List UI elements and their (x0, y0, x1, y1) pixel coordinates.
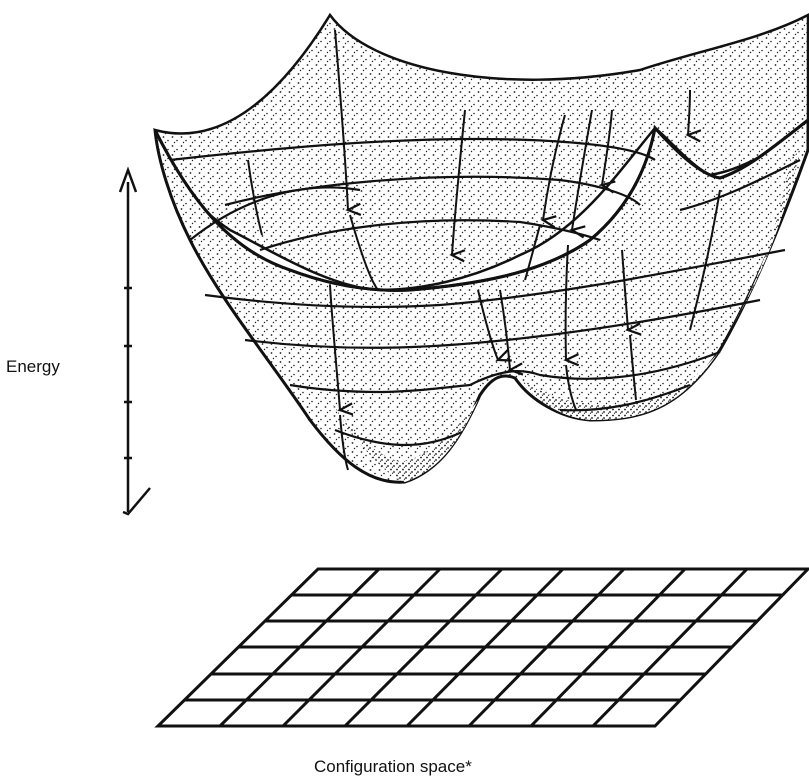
grid-column-lines (220, 569, 747, 726)
configuration-space-label: Configuration space* (314, 757, 472, 777)
energy-axis (120, 170, 150, 514)
configuration-space-grid (158, 569, 808, 726)
energy-label: Energy (6, 357, 60, 377)
